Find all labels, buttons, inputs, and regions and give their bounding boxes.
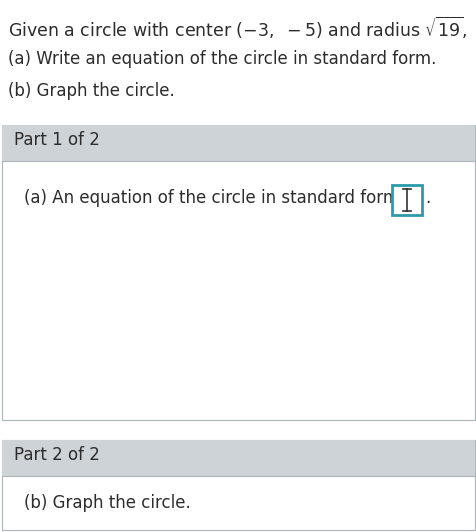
FancyBboxPatch shape bbox=[2, 440, 474, 476]
Text: Part 1 of 2: Part 1 of 2 bbox=[14, 131, 99, 149]
Text: (b) Graph the circle.: (b) Graph the circle. bbox=[24, 494, 190, 512]
Text: (b) Graph the circle.: (b) Graph the circle. bbox=[8, 82, 174, 100]
Text: Given a circle with center $(-3,\ -5)$ and radius $\sqrt{19}$,: Given a circle with center $(-3,\ -5)$ a… bbox=[8, 15, 466, 41]
Text: (a) Write an equation of the circle in standard form.: (a) Write an equation of the circle in s… bbox=[8, 50, 436, 68]
FancyBboxPatch shape bbox=[2, 440, 474, 530]
FancyBboxPatch shape bbox=[391, 185, 421, 215]
Text: (a) An equation of the circle in standard form is: (a) An equation of the circle in standar… bbox=[24, 189, 417, 207]
Text: Part 2 of 2: Part 2 of 2 bbox=[14, 446, 99, 464]
Text: .: . bbox=[424, 189, 429, 207]
FancyBboxPatch shape bbox=[2, 125, 474, 420]
FancyBboxPatch shape bbox=[2, 125, 474, 161]
